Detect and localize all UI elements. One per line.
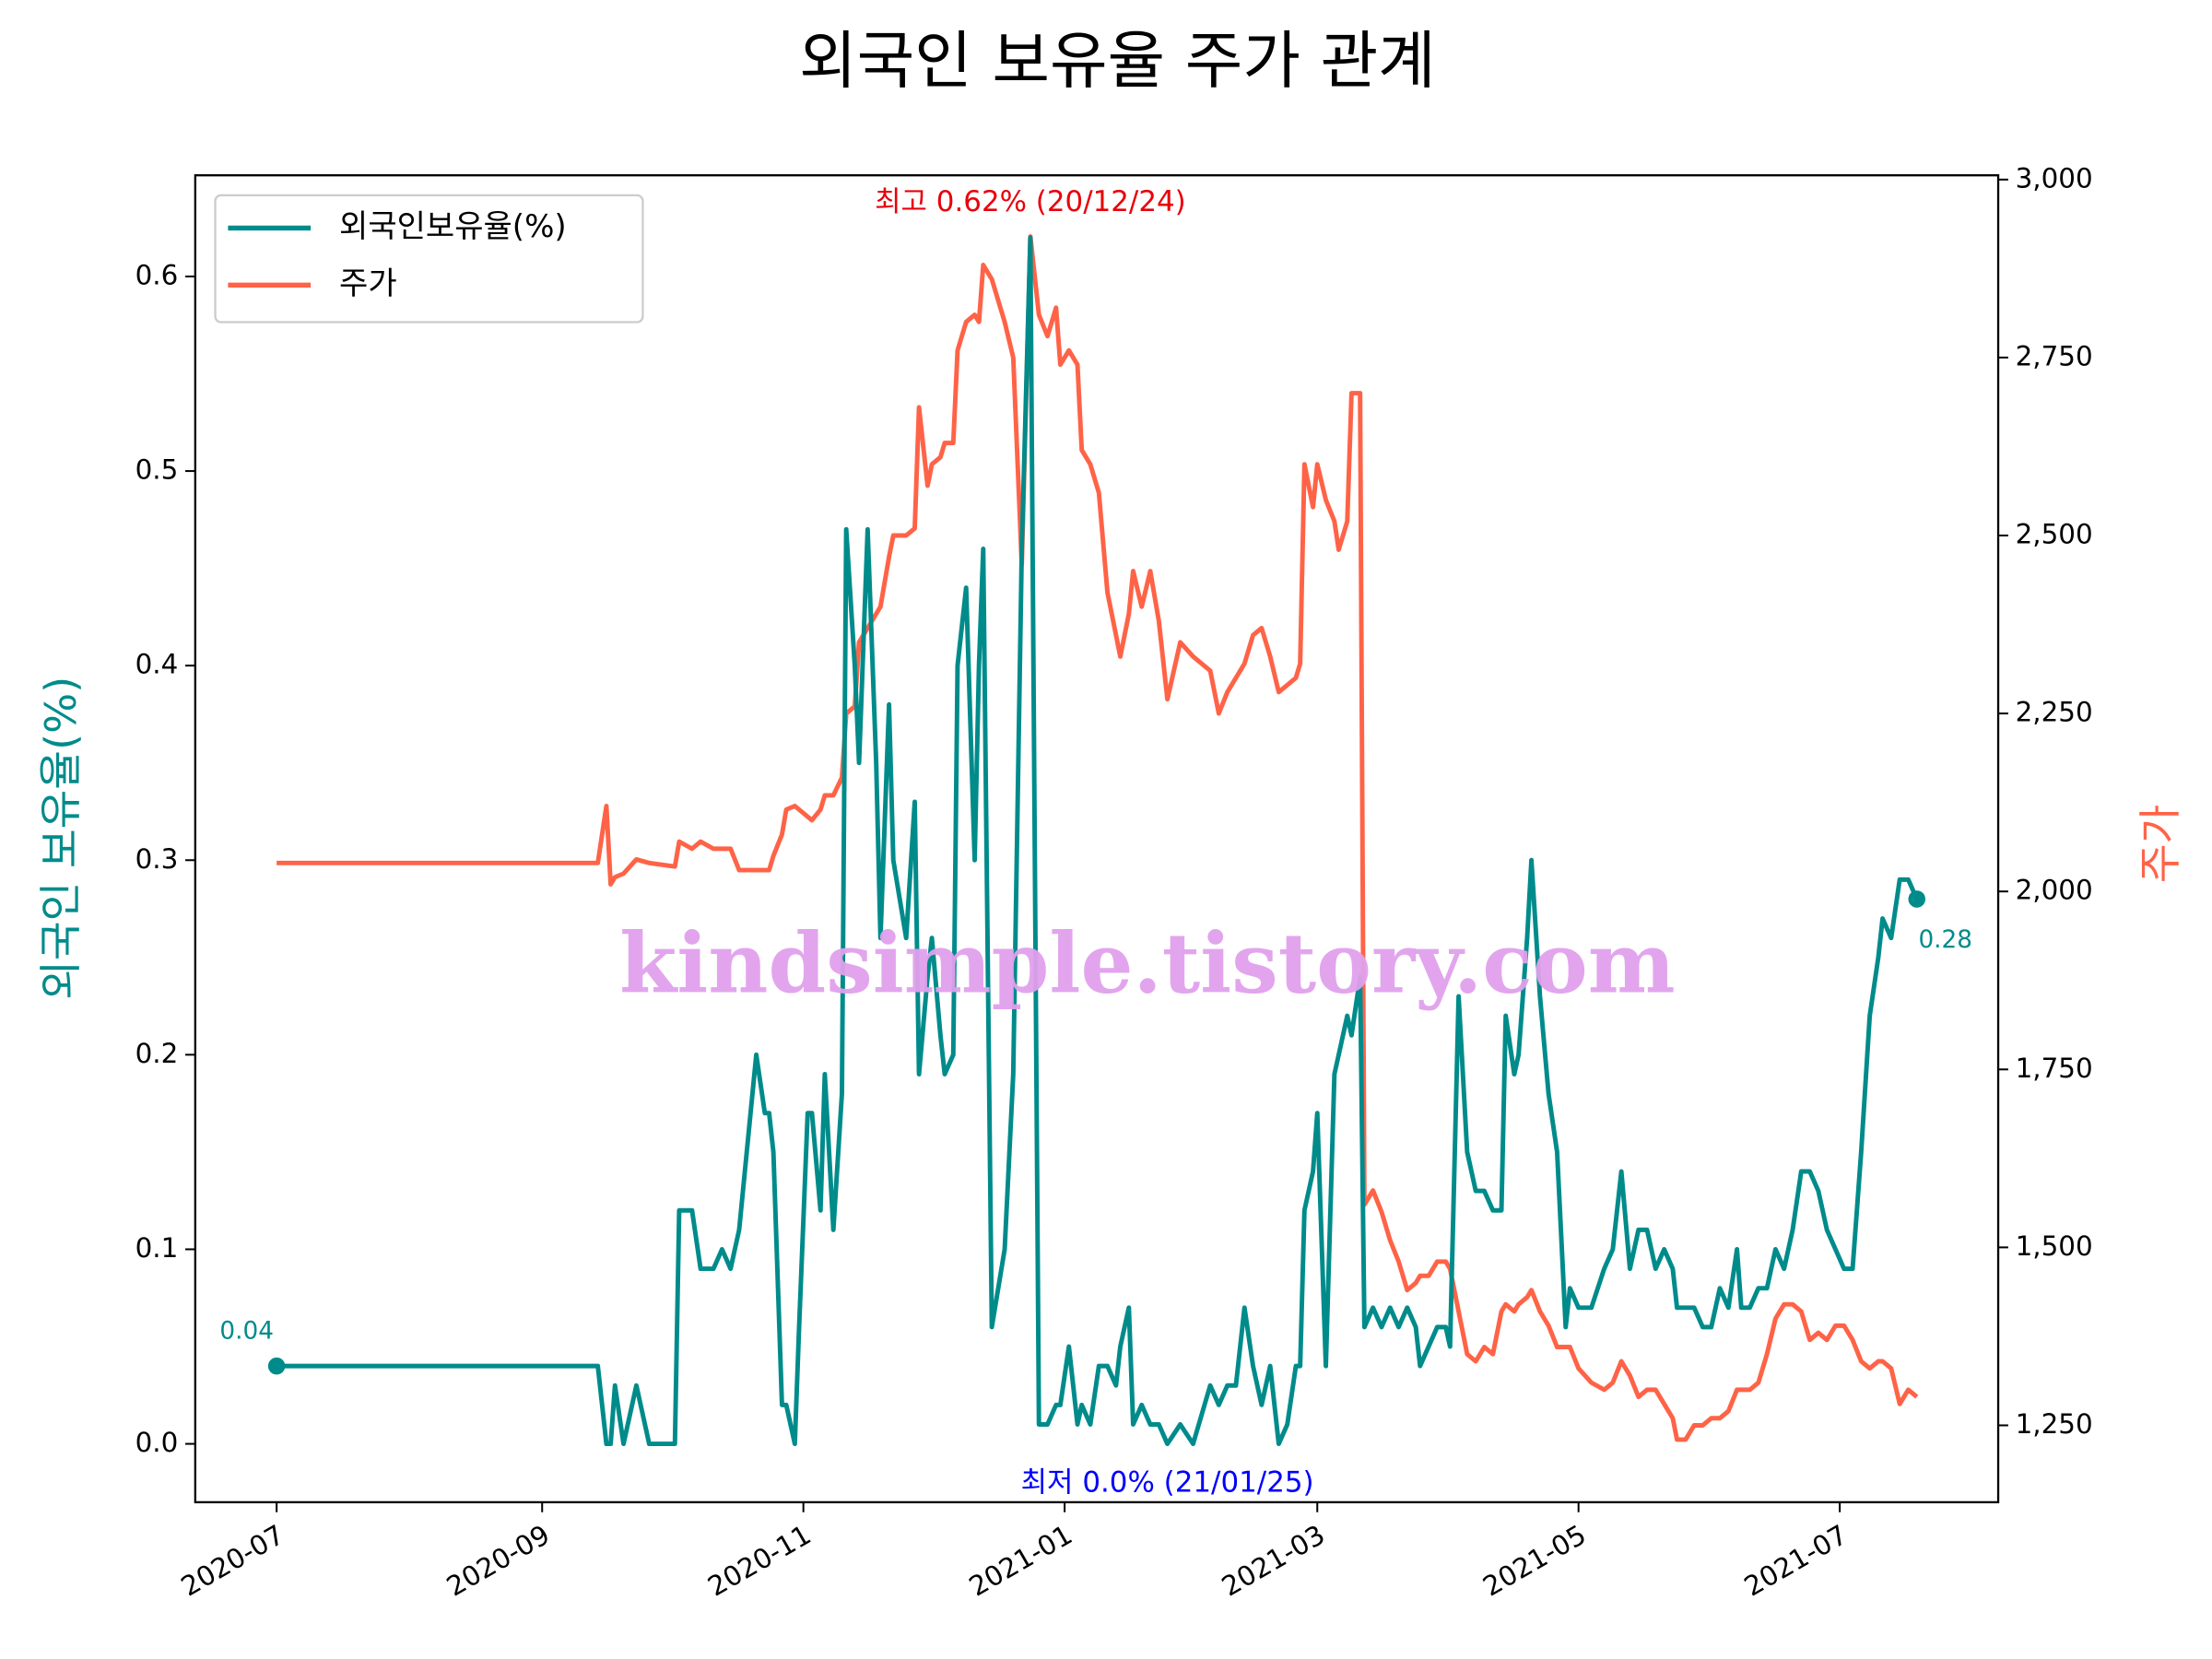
data-line (276, 235, 1920, 1447)
y-tick-label: 0.1 (135, 1232, 179, 1264)
y-tick-label: 0.2 (135, 1038, 179, 1069)
y2-tick-label: 1,250 (2016, 1408, 2093, 1440)
y-axis-label: 외국인 보유율(%) (36, 677, 86, 1000)
watermark: kindsimple.tistory.com (619, 916, 1676, 1013)
y2-tick-label: 2,500 (2016, 519, 2093, 550)
y-tick-label: 0.6 (135, 259, 179, 290)
y2-axis-label: 주가 (2136, 805, 2185, 883)
y2-tick-label: 2,000 (2016, 875, 2093, 906)
y2-tick-label: 2,750 (2016, 340, 2093, 371)
y-tick-label: 0.3 (135, 843, 179, 875)
annotation: 0.28 (1918, 926, 1971, 954)
y2-tick-label: 2,250 (2016, 697, 2093, 728)
y2-tick-label: 1,500 (2016, 1230, 2093, 1262)
legend-label: 외국인보유율(%) (339, 208, 567, 245)
annotation: 0.04 (219, 1318, 273, 1346)
annotation: 최저 0.0% (21/01/25) (1021, 1465, 1314, 1499)
chart-title: 외국인 보유율 주가 관계 (799, 26, 1436, 99)
data-line (276, 234, 1919, 1442)
annotation: 최고 0.62% (20/12/24) (875, 185, 1186, 218)
y2-tick-label: 3,000 (2016, 162, 2093, 194)
legend: 외국인보유율(%) 주가 (214, 194, 644, 324)
y-tick-label: 0.4 (135, 649, 179, 680)
point-marker (1908, 890, 1926, 908)
plot-frame (194, 174, 2000, 1504)
y2-tick-label: 1,750 (2016, 1053, 2093, 1084)
y-tick-label: 0.0 (135, 1427, 179, 1458)
plot-area (276, 234, 1920, 1447)
point-marker (267, 1357, 286, 1375)
legend-label: 주가 (339, 265, 397, 302)
y-tick-label: 0.5 (135, 454, 179, 486)
legend-box (214, 194, 644, 324)
